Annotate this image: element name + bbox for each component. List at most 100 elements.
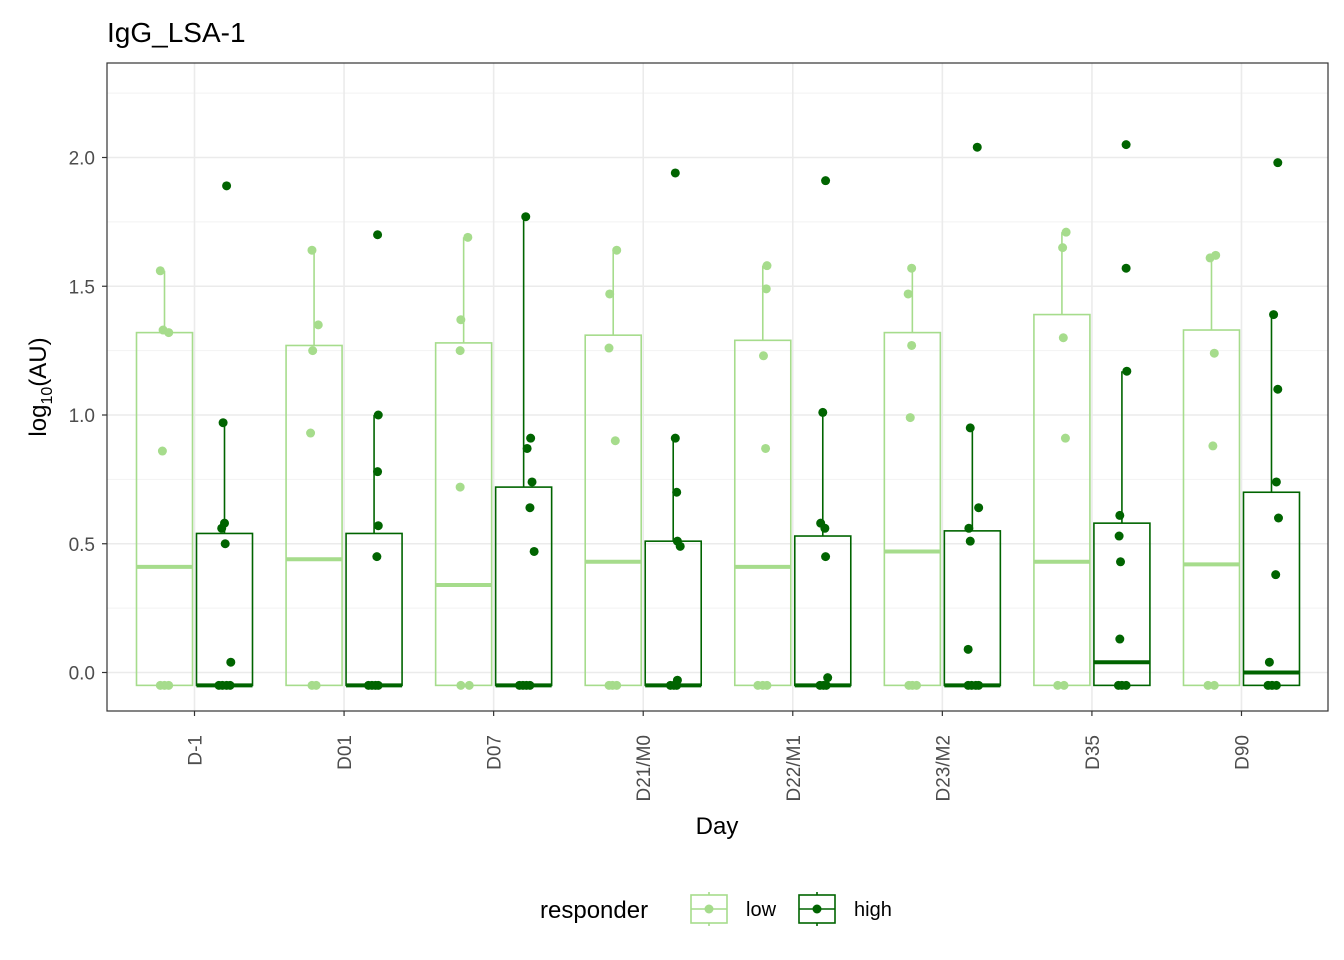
x-axis-title: Day [696,813,739,840]
x-tick-label: D-1 [186,735,207,766]
point-low [903,289,913,299]
point-low [1209,680,1219,690]
point-high [522,443,532,453]
point-low [164,328,174,338]
point-high [218,418,228,428]
box-low [733,265,792,687]
point-low [313,320,323,330]
point-low [464,680,474,690]
point-high [1269,310,1279,320]
point-high [974,680,984,690]
x-tick-label: D07 [485,735,506,770]
x-axis: D-1 D01 D07 D21/M0 D22/M1 D23/M2 D35 D90 [186,711,1253,802]
point-high [821,680,831,690]
point-high [965,423,975,433]
point-low [1208,441,1218,451]
point-high [1273,384,1283,394]
point-high [373,680,383,690]
point-high [672,487,682,497]
grid [107,63,1328,711]
point-low [157,446,167,456]
point-high [525,503,535,513]
point-high [1264,657,1274,667]
legend-key-point [704,904,714,914]
point-high [672,680,682,690]
point-high [675,541,685,551]
point-high [1122,366,1132,376]
box-rect [644,540,703,687]
y-axis-title-base: log [25,405,52,437]
box-low [1033,232,1091,687]
point-low [306,428,316,438]
point-high [1271,570,1281,580]
point-high [372,552,382,562]
point-low [912,680,922,690]
point-low [907,263,917,273]
point-low [307,245,317,255]
x-tick-label: D21/M0 [634,735,655,802]
box-low [584,250,643,687]
legend-label-low: low [746,899,777,921]
point-low [1060,433,1070,443]
box-rect [883,331,942,687]
point-low [762,261,772,271]
point-high [521,212,531,222]
point-high [1271,680,1281,690]
x-tick-label: D22/M1 [784,735,805,802]
point-low [463,232,473,242]
points [155,140,1283,690]
y-tick-label: 1.0 [69,406,95,427]
box-high [793,412,852,688]
point-low [762,680,772,690]
point-low [1211,250,1221,260]
point-low [761,284,771,294]
point-low [311,680,321,690]
point-high [964,523,974,533]
legend-label-high: high [854,899,892,921]
point-high [670,168,680,178]
y-axis: 0.0 0.5 1.0 1.5 2.0 [69,149,107,685]
box-rect [195,532,254,687]
point-low [1061,227,1071,237]
point-low [155,266,165,276]
point-low [455,482,465,492]
box-high [644,438,703,688]
x-tick-label: D90 [1232,735,1253,770]
box-low [285,250,343,687]
point-high [373,521,383,531]
point-high [1121,263,1131,273]
y-axis-title-rest: (AU) [25,337,52,386]
point-high [525,680,535,690]
point-low [456,680,466,690]
x-tick-label: D23/M2 [933,735,954,802]
box-high [943,427,1002,688]
point-high [1271,477,1281,487]
y-tick-label: 0.0 [69,664,95,685]
point-low [1058,333,1068,343]
box-rect [135,331,194,687]
point-low [164,680,174,690]
point-high [373,410,383,420]
point-high [1273,158,1283,168]
box-rect [1242,491,1301,687]
point-high [821,552,831,562]
box-high [1242,314,1301,687]
point-high [1121,680,1131,690]
legend-key-point [812,904,822,914]
point-high [529,546,539,556]
legend-key-low [690,892,728,926]
box-rect [434,342,493,687]
point-high [225,680,235,690]
box-rect [1182,329,1241,687]
point-high [1115,510,1125,520]
point-low [308,346,318,356]
point-low [758,351,768,361]
y-axis-title-subscript: 10 [39,387,56,405]
point-high [527,477,537,487]
box-rect [943,530,1002,687]
point-low [1059,680,1069,690]
point-low [1203,680,1213,690]
y-axis-title: log10(AU) [25,337,56,436]
point-low [905,413,915,423]
